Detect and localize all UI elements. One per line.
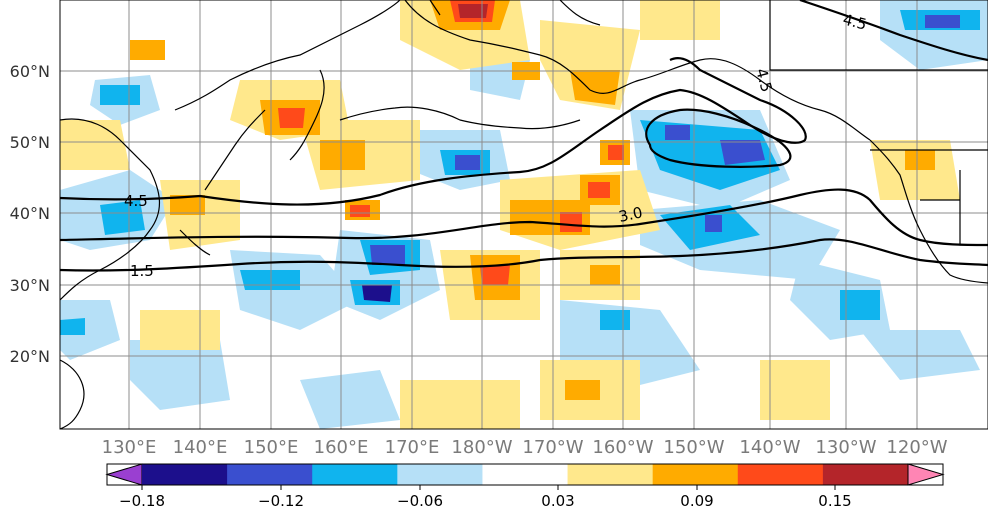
latitude-labels: 60°N 50°N 40°N 30°N 20°N [10, 62, 50, 366]
contour-label-west: 4.5 [124, 192, 148, 210]
contour-labels: 4.5 4.5 4.5 3.0 1.5 [124, 10, 869, 280]
contour-label-south: 1.5 [130, 262, 154, 280]
colorbar-cell [227, 464, 313, 485]
lon-label-140e: 140°E [173, 437, 228, 458]
colorbar-cell [737, 464, 824, 485]
lon-label-150e: 150°E [244, 437, 299, 458]
contour-label-north-pacific: 4.5 [841, 10, 869, 33]
lon-label-140w: 140°W [739, 437, 800, 458]
colorbar-label-0: −0.18 [119, 492, 165, 510]
plot-frame [59, 0, 988, 430]
colorbar-cell [567, 464, 654, 485]
colorbar-tick-labels: −0.18 −0.12 −0.06 0.03 0.09 0.15 [119, 492, 852, 510]
lon-label-130e: 130°E [102, 437, 157, 458]
colorbar-extend-max [907, 463, 945, 486]
plot-area: 4.5 4.5 4.5 3.0 1.5 [60, 0, 988, 429]
contour-label-gulf-alaska: 4.5 [752, 66, 776, 94]
negative-anomaly-strong [362, 15, 960, 302]
colorbar-cell [482, 464, 569, 485]
lat-label-30n: 30°N [10, 276, 50, 295]
lon-label-160w: 160°W [592, 437, 653, 458]
colorbar-label-3: 0.03 [541, 492, 574, 510]
lat-label-40n: 40°N [10, 204, 50, 223]
colorbar-cell [312, 464, 398, 485]
lon-label-150w: 150°W [663, 437, 724, 458]
colorbar-label-4: 0.09 [680, 492, 713, 510]
positive-anomaly-strong [278, 0, 624, 285]
lon-label-120w: 120°W [886, 437, 947, 458]
lat-label-60n: 60°N [10, 62, 50, 81]
colorbar-cell [822, 464, 909, 485]
colorbar-ticks [141, 485, 836, 490]
colorbar-cell [142, 464, 228, 485]
longitude-labels: 130°E 140°E 150°E 160°E 170°E 180°W 170°… [102, 437, 948, 458]
contour-label-mid: 3.0 [617, 203, 644, 226]
colorbar-frame [106, 463, 944, 486]
colorbar-cell [397, 464, 483, 485]
colorbar-label-5: 0.15 [818, 492, 851, 510]
lon-label-170w: 170°W [522, 437, 583, 458]
colorbar-cells [105, 463, 945, 486]
colorbar-extend-min [105, 463, 143, 486]
colorbar-cell [652, 464, 739, 485]
colorbar-label-2: −0.06 [397, 492, 443, 510]
lat-label-50n: 50°N [10, 133, 50, 152]
lon-label-130w: 130°W [815, 437, 876, 458]
lon-label-160e: 160°E [314, 437, 369, 458]
climatology-contours [60, 0, 988, 272]
colorbar-label-1: −0.12 [258, 492, 304, 510]
lon-label-170e: 170°E [385, 437, 440, 458]
lon-label-180w: 180°W [451, 437, 512, 458]
colorbar: −0.18 −0.12 −0.06 0.03 0.09 0.15 [105, 463, 945, 510]
lat-label-20n: 20°N [10, 347, 50, 366]
